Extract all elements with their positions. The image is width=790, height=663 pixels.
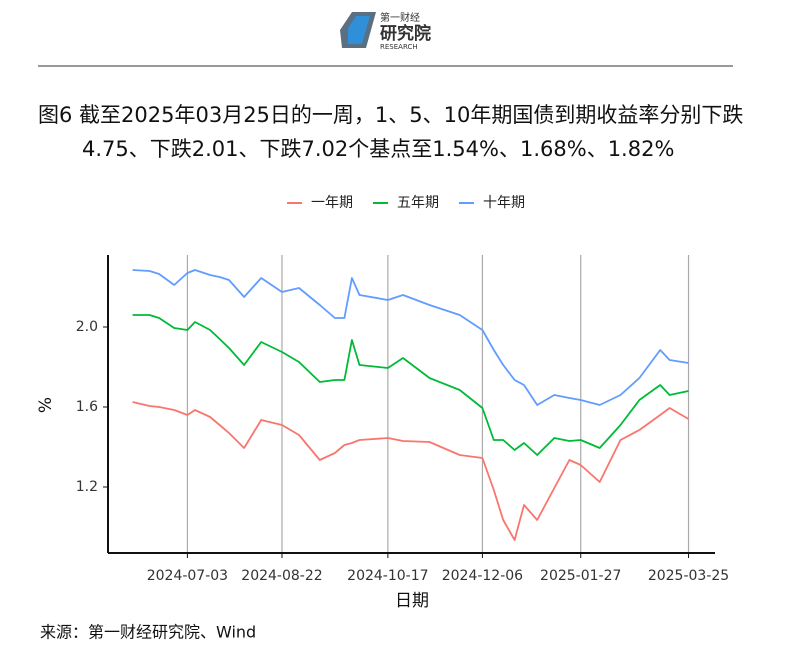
logo: 第一财经 研究院 RESEARCH: [340, 11, 431, 51]
y-axis-label: %: [36, 397, 56, 413]
x-tick-label: 2024-10-17: [347, 568, 428, 584]
x-tick-label: 2024-07-03: [147, 568, 228, 584]
logo-main: 研究院: [380, 23, 431, 44]
series-line: [132, 314, 689, 456]
series-line: [132, 401, 689, 541]
x-tick-label: 2025-01-27: [540, 568, 621, 584]
y-tick-label: 1.2: [76, 479, 98, 495]
source: 来源：第一财经研究院、Wind: [40, 623, 256, 642]
logo-sub: RESEARCH: [380, 43, 418, 51]
y-tick-label: 2.0: [76, 319, 98, 335]
y-tick-label: 1.6: [76, 399, 98, 415]
legend-label: 十年期: [483, 195, 525, 211]
logo-icon-inner: [348, 16, 370, 44]
x-tick-label: 2024-08-22: [241, 568, 322, 584]
x-tick-label: 2025-03-25: [648, 568, 729, 584]
x-tick-label: 2024-12-06: [442, 568, 523, 584]
logo-top: 第一财经: [380, 11, 420, 24]
legend-label: 五年期: [397, 195, 439, 211]
x-axis-label: 日期: [395, 591, 429, 611]
series-line: [132, 269, 689, 406]
chart-title: 图6 截至2025年03月25日的一周，1、5、10年期国债到期收益率分别下跌4…: [38, 103, 744, 161]
legend-label: 一年期: [311, 195, 353, 211]
